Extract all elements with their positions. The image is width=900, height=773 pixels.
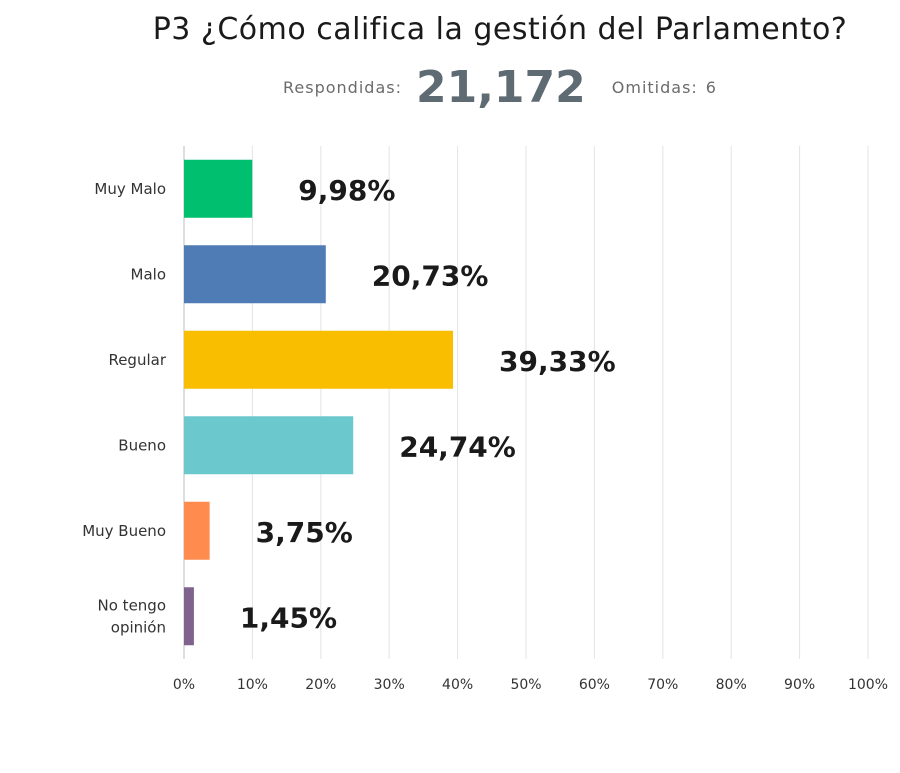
skipped-value: 6	[705, 78, 717, 97]
x-tick-label: 80%	[716, 677, 747, 693]
category-label: Muy Malo	[94, 180, 166, 198]
response-stats: Respondidas: 21,172 Omitidas: 6	[0, 62, 900, 113]
category-label: Regular	[108, 351, 166, 369]
answered-value: 21,172	[415, 62, 586, 113]
x-tick-label: 0%	[173, 677, 195, 693]
value-label: 24,74%	[399, 430, 516, 463]
chart-title: P3 ¿Cómo califica la gestión del Parlame…	[152, 12, 848, 47]
bars-layer	[184, 159, 454, 646]
x-tick-label: 30%	[374, 677, 405, 693]
bar	[184, 159, 253, 218]
x-tick-label: 90%	[784, 677, 815, 693]
bar	[184, 330, 454, 389]
labels-layer: 0% 10% 20% 30% 40% 50% 60% 70% 80% 90% 100% Muy Mal…	[82, 174, 888, 693]
value-label: 39,33%	[499, 345, 616, 378]
x-tick-label: 40%	[442, 677, 473, 693]
bar	[184, 245, 326, 304]
value-label: 1,45%	[240, 601, 337, 634]
category-label: Bueno	[118, 436, 166, 454]
skipped-label: Omitidas:	[611, 78, 698, 97]
grid-layer	[183, 146, 869, 659]
value-label: 20,73%	[372, 259, 489, 292]
x-tick-label: 100%	[848, 677, 888, 693]
bar	[184, 501, 210, 560]
x-tick-label: 20%	[305, 677, 336, 693]
x-tick-label: 10%	[237, 677, 268, 693]
x-tick-label: 60%	[579, 677, 610, 693]
category-label: No tengo opinión	[98, 596, 166, 636]
x-tick-label: 70%	[647, 677, 678, 693]
bar	[184, 416, 354, 475]
category-label: Muy Bueno	[82, 522, 166, 540]
bar	[184, 587, 194, 646]
value-label: 3,75%	[256, 516, 353, 549]
answered-label: Respondidas:	[283, 78, 402, 97]
x-tick-label: 50%	[510, 677, 541, 693]
category-label: Malo	[131, 265, 166, 283]
value-label: 9,98%	[298, 174, 395, 207]
